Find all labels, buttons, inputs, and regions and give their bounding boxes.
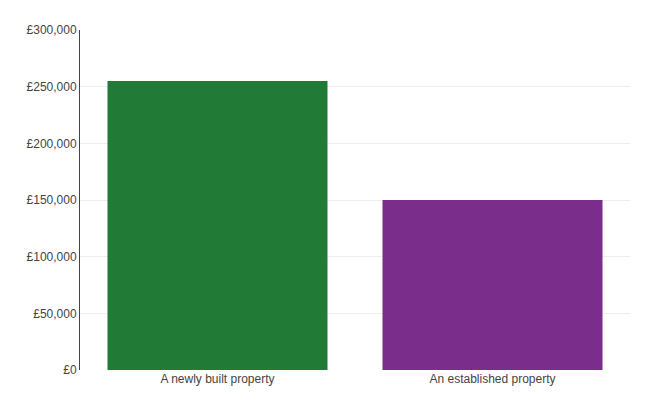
svg-text:£300,000: £300,000 [27, 23, 77, 37]
svg-text:£150,000: £150,000 [27, 193, 77, 207]
svg-text:£0: £0 [63, 363, 77, 377]
svg-text:£100,000: £100,000 [27, 250, 77, 264]
svg-text:A newly built property: A newly built property [160, 372, 274, 386]
svg-text:An established property: An established property [429, 372, 555, 386]
svg-text:£200,000: £200,000 [27, 137, 77, 151]
svg-text:£50,000: £50,000 [33, 307, 77, 321]
svg-text:£250,000: £250,000 [27, 80, 77, 94]
